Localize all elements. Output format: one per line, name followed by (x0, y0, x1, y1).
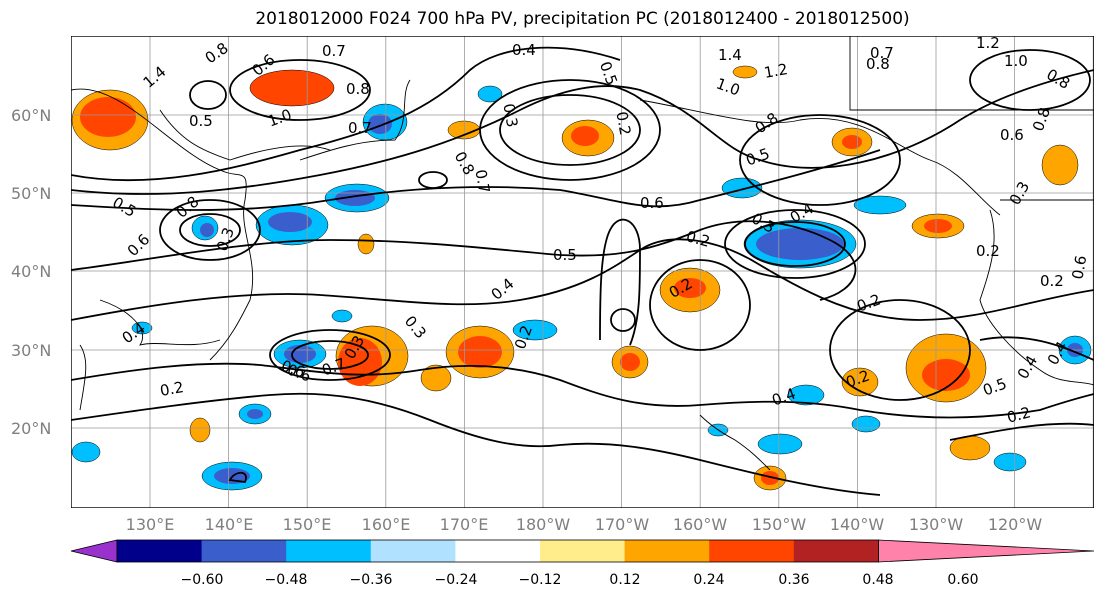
contour-label: 0.7 (322, 42, 346, 60)
colorbar-extend-high (878, 539, 1095, 563)
colorbar-swatch (286, 540, 372, 562)
colorbar-swatch (540, 540, 626, 562)
colorbar-tick-label: 0.60 (947, 572, 979, 588)
coastlines (71, 36, 1094, 471)
contour-label: 0.6 (640, 194, 664, 212)
colorbar-swatch (709, 540, 795, 562)
contour-label: 1.2 (976, 34, 1000, 52)
contour-label: 0.2 (976, 242, 1000, 260)
contour-label: 0.5 (553, 246, 577, 264)
pv-contours (71, 46, 1094, 496)
contour-label: 0.3 (499, 102, 522, 129)
graticule (71, 36, 1094, 508)
contour-label: 1.2 (762, 60, 790, 82)
colorbar-tick-label: 0.36 (778, 572, 810, 588)
lon-label-150e: 150°E (282, 515, 332, 534)
colorbar-swatch (455, 540, 541, 562)
lon-label-150w: 150°W (751, 515, 807, 534)
colorbar (70, 539, 1095, 563)
colorbar-swatch (793, 540, 879, 562)
contour-label: 0.5 (189, 112, 213, 130)
lat-label-40n: 40°N (11, 262, 52, 281)
colorbar-tick-label: −0.12 (518, 572, 562, 588)
lon-label-140e: 140°E (204, 515, 254, 534)
colorbar-swatch (624, 540, 710, 562)
lon-label-130e: 130°E (125, 515, 175, 534)
colorbar-tick-label: −0.48 (264, 572, 308, 588)
lat-label-30n: 30°N (11, 341, 52, 360)
lat-label-20n: 20°N (11, 419, 52, 438)
colorbar-swatch (370, 540, 456, 562)
contour-label: 0.7 (471, 168, 494, 195)
contour-label: 0.2 (612, 110, 635, 137)
contour-label: 1.4 (718, 46, 742, 64)
lon-label-170e: 170°E (439, 515, 489, 534)
colorbar-tick-label: 0.12 (609, 572, 641, 588)
lon-label-120w: 120°W (987, 515, 1043, 534)
contour-label: 0.4 (512, 41, 536, 59)
lon-label-130w: 130°W (908, 515, 964, 534)
contour-label: 0.2 (158, 378, 186, 400)
colorbar-tick-label: −0.24 (434, 572, 478, 588)
colorbar-swatch (201, 540, 287, 562)
colorbar-tick-label: −0.60 (180, 572, 224, 588)
contour-label: 0.6 (1000, 126, 1024, 144)
precipitation-shading (71, 65, 1092, 491)
colorbar-tick-label: 0.48 (862, 572, 894, 588)
map-area (71, 36, 1094, 508)
lon-label-160w: 160°W (672, 515, 728, 534)
contour-label: 0.7 (348, 119, 372, 137)
lat-label-50n: 50°N (11, 184, 52, 203)
colorbar-swatch (117, 540, 203, 562)
lat-label-60n: 60°N (11, 106, 52, 125)
map-title: 2018012000 F024 700 hPa PV, precipitatio… (255, 9, 910, 29)
lon-label-170w: 170°W (594, 515, 650, 534)
lon-label-140w: 140°W (829, 515, 885, 534)
contour-label: 0.6 (1068, 254, 1091, 281)
contour-label: 0.8 (866, 55, 890, 73)
colorbar-outline (116, 539, 879, 563)
colorbar-extend-low (70, 539, 118, 563)
contour-label: 1.0 (1004, 52, 1028, 70)
colorbar-tick-label: −0.36 (349, 572, 393, 588)
contour-label: 0.7 (870, 44, 894, 62)
contour-label: 0.2 (1040, 272, 1064, 290)
lon-label-160e: 160°E (361, 515, 411, 534)
lon-label-180w: 180°W (515, 515, 571, 534)
contour-label: 0.8 (346, 80, 370, 98)
colorbar-tick-label: 0.24 (693, 572, 725, 588)
